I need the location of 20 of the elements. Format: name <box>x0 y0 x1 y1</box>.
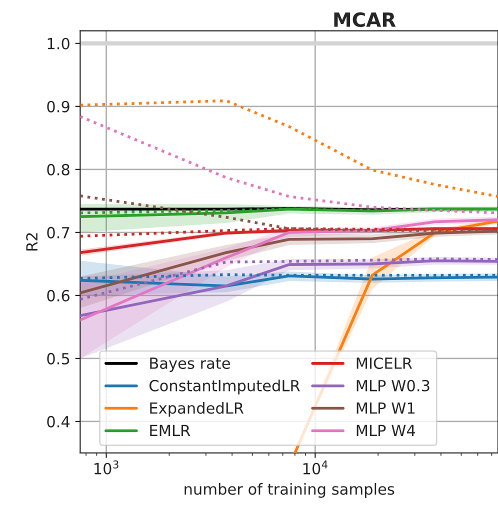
x-tick-label: 10$^{4}$ <box>303 460 328 474</box>
legend-label: EMLR <box>150 424 190 436</box>
y-tick-label: 0.8 <box>47 164 70 176</box>
y-axis-title: R2 <box>26 233 38 251</box>
legend-label: ConstantImputedLR <box>150 380 300 394</box>
y-tick-label: 0.7 <box>47 226 70 238</box>
y-tick-label: 0.6 <box>47 290 70 302</box>
legend-label: ExpandedLR <box>150 402 244 417</box>
chart-title: MCAR <box>334 12 396 28</box>
legend-label: MLP W4 <box>356 424 416 436</box>
legend-label: Bayes rate <box>150 358 230 372</box>
y-tick-label: 0.4 <box>47 416 70 428</box>
x-tick-label: 10$^{3}$ <box>94 460 118 474</box>
legend-label: MICELR <box>356 357 412 369</box>
y-tick-label: 1.0 <box>48 38 70 50</box>
y-tick-label: 0.5 <box>47 352 70 364</box>
x-axis-title: number of training samples <box>184 483 394 498</box>
legend-label: MLP W0.3 <box>356 380 430 392</box>
y-tick-label: 0.9 <box>47 100 70 112</box>
legend-label: MLP W1 <box>356 402 415 414</box>
